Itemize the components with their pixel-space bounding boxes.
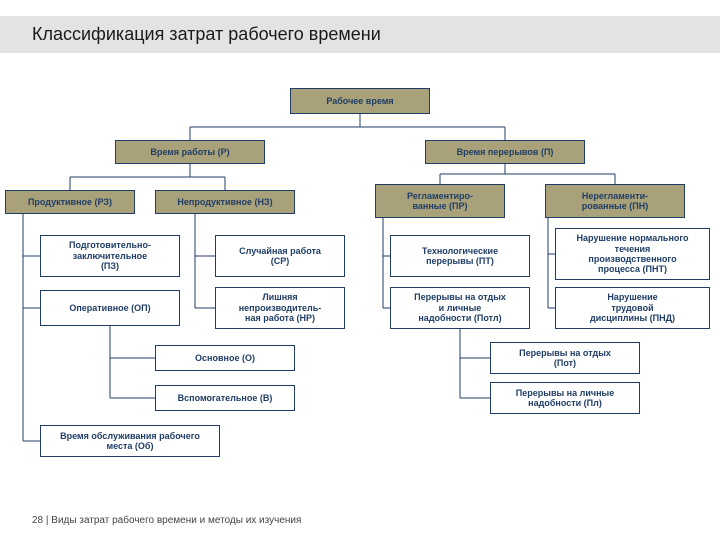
- footer-text: Виды затрат рабочего времени и методы их…: [51, 515, 301, 526]
- node-work-time: Время работы (Р): [115, 140, 265, 164]
- footer-sep: |: [46, 515, 49, 526]
- node-personal: Перерывы на личные надобности (Пл): [490, 382, 640, 414]
- footer-page: 28: [32, 515, 43, 526]
- node-unregulated: Нерегламенти- рованные (ПН): [545, 184, 685, 218]
- footer: 28 | Виды затрат рабочего времени и мето…: [32, 515, 301, 526]
- node-tech-breaks: Технологические перерывы (ПТ): [390, 235, 530, 277]
- node-process-violation: Нарушение нормального течения производст…: [555, 228, 710, 280]
- node-auxiliary: Вспомогательное (В): [155, 385, 295, 411]
- node-regulated: Регламентиро- ванные (ПР): [375, 184, 505, 218]
- node-discipline: Нарушение трудовой дисциплины (ПНД): [555, 287, 710, 329]
- node-superfluous: Лишняя непроизводитель- ная работа (НР): [215, 287, 345, 329]
- node-service: Время обслуживания рабочего места (Об): [40, 425, 220, 457]
- title-text: Классификация затрат рабочего времени: [32, 24, 381, 44]
- node-random-work: Случайная работа (СР): [215, 235, 345, 277]
- node-operative: Оперативное (ОП): [40, 290, 180, 326]
- node-break-time: Время перерывов (П): [425, 140, 585, 164]
- node-main: Основное (О): [155, 345, 295, 371]
- node-productive: Продуктивное (РЗ): [5, 190, 135, 214]
- node-unproductive: Непродуктивное (НЗ): [155, 190, 295, 214]
- node-rest-personal: Перерывы на отдых и личные надобности (П…: [390, 287, 530, 329]
- node-root: Рабочее время: [290, 88, 430, 114]
- page-title: Классификация затрат рабочего времени: [0, 16, 720, 53]
- node-prep-final: Подготовительно- заключительное (ПЗ): [40, 235, 180, 277]
- node-rest: Перерывы на отдых (Пот): [490, 342, 640, 374]
